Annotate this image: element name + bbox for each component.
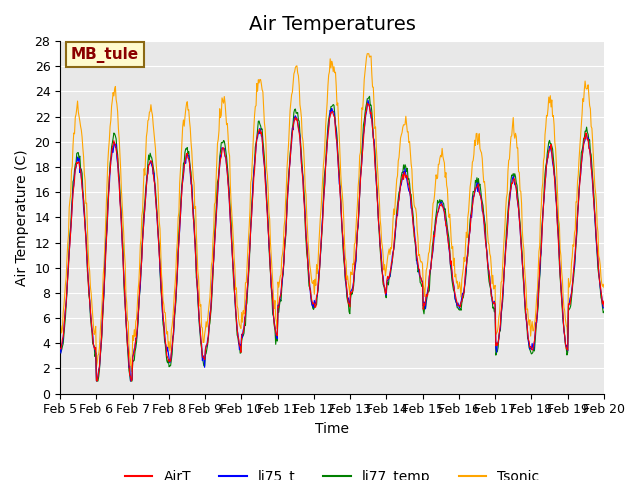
Legend: AirT, li75_t, li77_temp, Tsonic: AirT, li75_t, li77_temp, Tsonic (119, 464, 545, 480)
Y-axis label: Air Temperature (C): Air Temperature (C) (15, 149, 29, 286)
Title: Air Temperatures: Air Temperatures (248, 15, 415, 34)
X-axis label: Time: Time (315, 422, 349, 436)
Text: MB_tule: MB_tule (71, 47, 139, 63)
